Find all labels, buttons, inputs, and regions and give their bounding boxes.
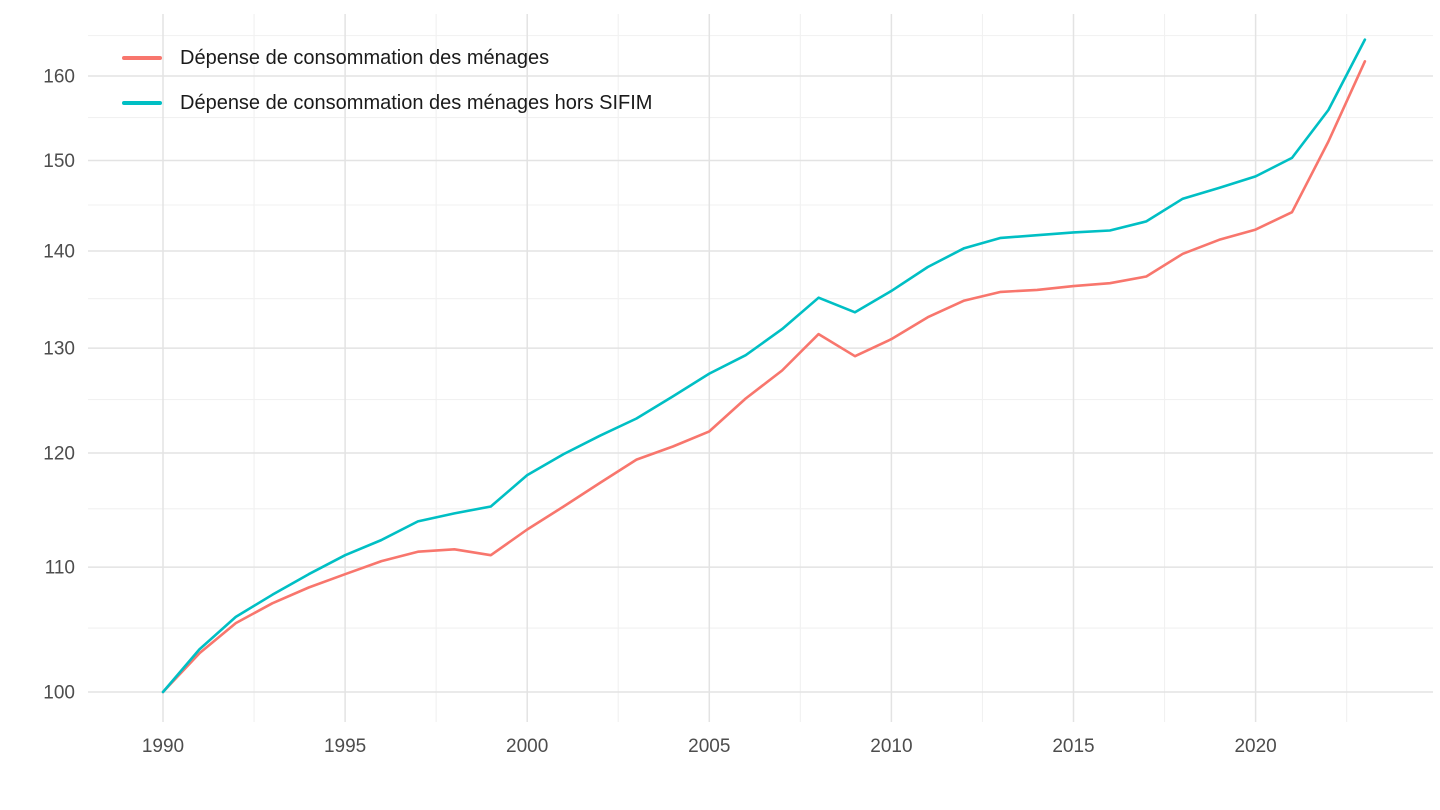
series-line-menages bbox=[161, 60, 1367, 694]
legend-item-hors-sifim: Dépense de consommation des ménages hors… bbox=[122, 89, 652, 117]
y-tick-label: 130 bbox=[43, 339, 75, 360]
y-tick-label: 150 bbox=[43, 151, 75, 172]
x-tick-label: 2020 bbox=[1234, 736, 1276, 757]
y-tick-label: 110 bbox=[45, 558, 75, 579]
legend-label-hors-sifim: Dépense de consommation des ménages hors… bbox=[180, 91, 653, 114]
y-tick-label: 140 bbox=[43, 241, 75, 262]
x-tick-label: 2015 bbox=[1052, 736, 1094, 757]
x-tick-label: 2000 bbox=[506, 736, 548, 757]
y-tick-label: 100 bbox=[43, 683, 75, 704]
x-tick-label: 2010 bbox=[870, 736, 912, 757]
x-tick-label: 2005 bbox=[688, 736, 730, 757]
legend-item-menages: Dépense de consommation des ménages bbox=[122, 44, 652, 72]
x-tick-label: 1990 bbox=[142, 736, 184, 757]
legend-line-menages-icon bbox=[122, 56, 162, 60]
x-tick-label: 1995 bbox=[324, 736, 366, 757]
series-line-hors-sifim bbox=[161, 38, 1367, 694]
legend: Dépense de consommation des ménages Dépe… bbox=[122, 44, 652, 117]
y-tick-label: 160 bbox=[43, 66, 75, 87]
legend-label-menages: Dépense de consommation des ménages bbox=[180, 46, 550, 69]
y-tick-label: 120 bbox=[43, 444, 75, 465]
legend-line-hors-sifim-icon bbox=[122, 101, 162, 105]
